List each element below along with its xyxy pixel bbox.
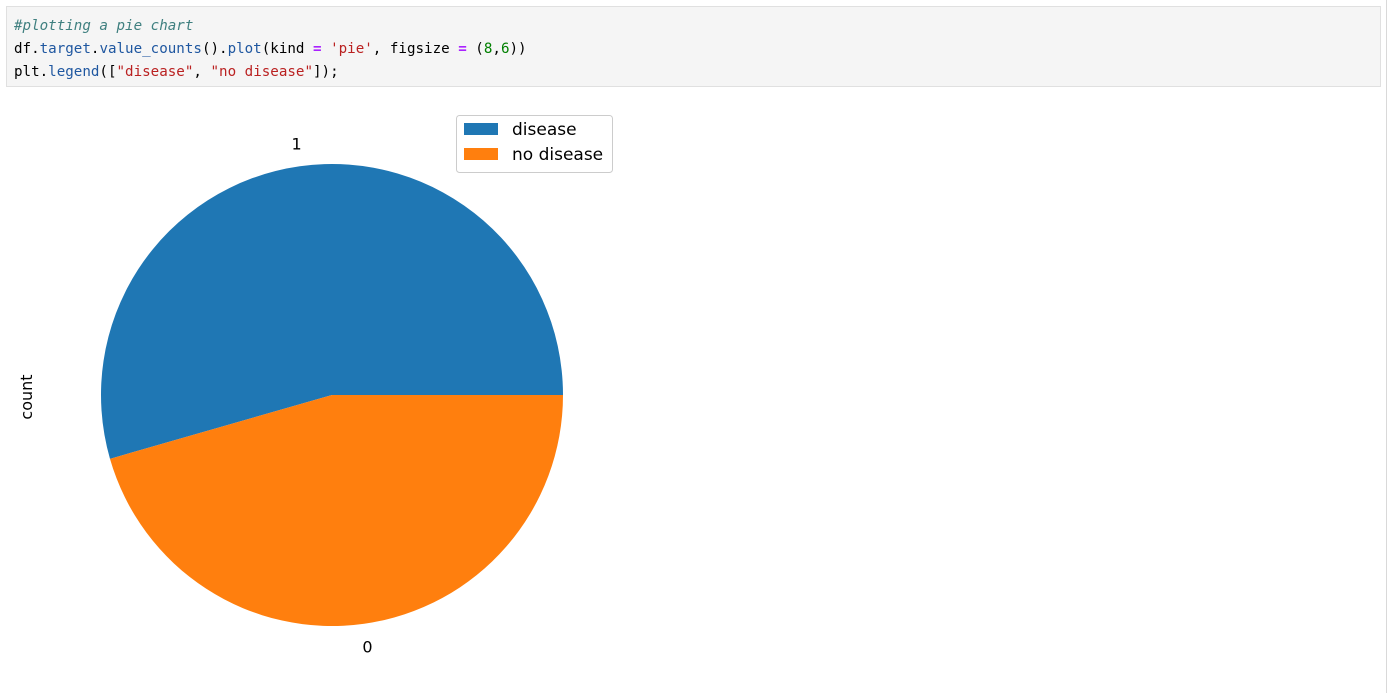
code-token: , xyxy=(492,41,501,57)
code-token: (). xyxy=(201,41,228,57)
code-token: )) xyxy=(509,41,527,57)
pie-slice-label: 0 xyxy=(362,638,372,657)
code-line: plt.legend(["disease", "no disease"]); xyxy=(14,61,1373,84)
code-line: df.target.value_counts().plot(kind = 'pi… xyxy=(14,38,1373,61)
pie-slices xyxy=(101,163,563,626)
code-token: plot xyxy=(227,41,262,57)
legend-label-disease: disease xyxy=(512,120,577,140)
vertical-scrollbar[interactable] xyxy=(1386,0,1398,693)
pie-slice-1 xyxy=(101,163,563,459)
code-token: . xyxy=(39,64,49,80)
code-token: , xyxy=(193,64,211,80)
code-token: "no disease" xyxy=(210,64,313,80)
code-token: ]); xyxy=(312,64,339,80)
code-cell[interactable]: #plotting a pie chart df.target.value_co… xyxy=(6,6,1381,87)
code-token: ( xyxy=(466,41,484,57)
chart-legend: disease no disease xyxy=(456,115,613,173)
legend-swatch-no-disease xyxy=(464,148,498,160)
code-token: #plotting a pie chart xyxy=(14,18,194,34)
code-token: . xyxy=(90,41,100,57)
code-line: #plotting a pie chart xyxy=(14,15,1373,38)
code-token: = xyxy=(312,41,322,57)
pie-chart: 10 count disease no disease xyxy=(17,115,613,657)
pie-slice-label: 1 xyxy=(291,134,301,153)
y-axis-label: count xyxy=(17,374,36,419)
code-token: "disease" xyxy=(116,64,194,80)
code-token: plt xyxy=(14,64,40,80)
code-token: df xyxy=(14,41,32,57)
pie-slice-0 xyxy=(109,395,563,626)
code-token: . xyxy=(31,41,40,57)
code-token: 8 xyxy=(483,41,493,57)
code-token: ([ xyxy=(99,64,117,80)
code-token: value_counts xyxy=(99,41,202,57)
code-token: target xyxy=(39,41,91,57)
code-token: , figsize xyxy=(372,41,459,57)
code-token: 'pie' xyxy=(330,41,373,57)
legend-swatch-disease xyxy=(464,123,498,135)
code-token: (kind xyxy=(261,41,313,57)
code-token: legend xyxy=(48,64,100,80)
code-token: 6 xyxy=(500,41,510,57)
code-token: = xyxy=(458,41,467,57)
legend-label-no-disease: no disease xyxy=(512,145,603,165)
code-token xyxy=(322,41,331,57)
pie-slice-labels: 10 xyxy=(291,134,372,656)
